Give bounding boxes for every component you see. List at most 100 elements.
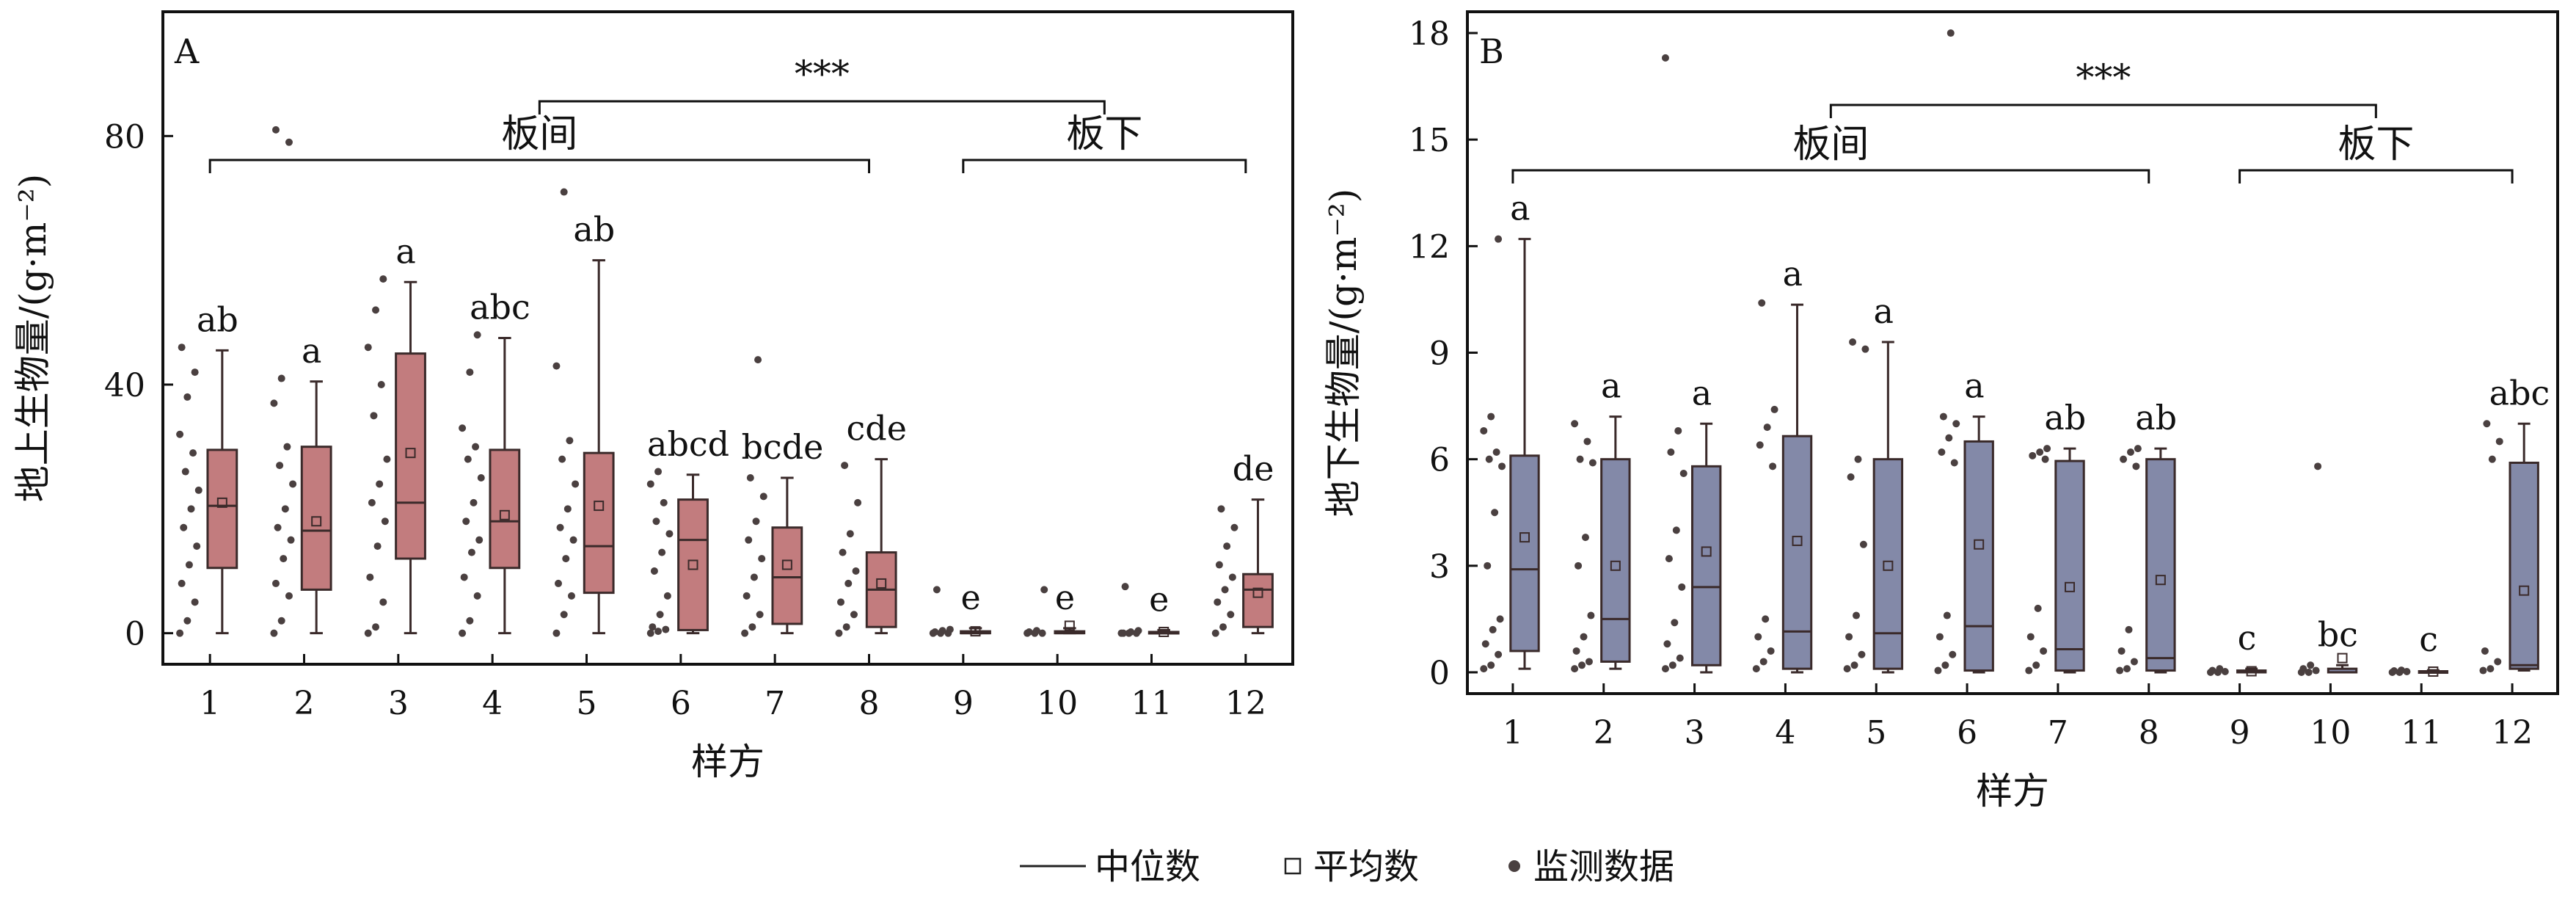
panel-b-data-point-5-5	[1950, 459, 1958, 467]
panel-a-data-point-0-3	[178, 579, 186, 587]
panel-a-data-point-3-8	[477, 474, 485, 481]
panel-a-data-point-2-5	[381, 517, 389, 526]
panel-b-data-point-11-4	[2488, 455, 2496, 463]
panel-a-y-tick-label-0: 0	[125, 616, 145, 653]
panel-b-mean-marker-0	[1519, 532, 1530, 543]
panel-a-data-point-5-10	[660, 498, 668, 506]
panel-b-data-point-2-11	[1661, 54, 1669, 62]
panel-a-letter-label-6: bcde	[741, 427, 823, 467]
panel-b-data-point-6-0	[2025, 666, 2033, 675]
panel-b-significance-label: ***	[2076, 57, 2131, 99]
panel-a-data-point-2-4	[373, 542, 382, 550]
panel-b-data-point-6-8	[2043, 445, 2051, 453]
panel-b-data-point-8-4	[2216, 665, 2224, 673]
panel-a-data-point-11-8	[1230, 523, 1238, 531]
panel-b-data-point-0-11	[1480, 426, 1488, 435]
panel-b-data-point-10-3	[2390, 667, 2398, 675]
panel-b-data-point-7-7	[2126, 448, 2134, 456]
panel-a-data-point-3-5	[475, 536, 484, 544]
panel-a-mean-marker-1	[311, 516, 322, 527]
panel-a-data-point-4-7	[563, 505, 572, 513]
panel-a-data-point-2-7	[376, 480, 384, 488]
panel-a-x-tick-label-5: 6	[671, 685, 691, 722]
panel-a-data-point-1-11	[270, 399, 278, 407]
panel-b-data-point-1-7	[1581, 534, 1589, 542]
panel-b-data-point-6-6	[2029, 451, 2037, 459]
panel-a-data-point-1-1	[277, 617, 285, 625]
panel-b-data-point-7-4	[2125, 625, 2133, 633]
panel-a-letter-label-1: a	[302, 331, 321, 371]
panel-a-data-point-2-1	[372, 623, 380, 631]
panel-a-data-point-3-9	[464, 455, 472, 463]
panel-a-data-point-1-6	[274, 523, 282, 531]
panel-b-data-point-4-5	[1859, 540, 1867, 548]
panel-a-y-axis-label: 地上生物量/(g·m⁻²)	[12, 174, 54, 503]
panel-b-y-tick-label-3: 9	[1429, 335, 1450, 373]
panel-a-x-tick-label-7: 8	[859, 685, 880, 722]
panel-a-group-label-between-panels: 板间	[501, 112, 577, 156]
panel-a-letter-label-3: abc	[470, 288, 530, 327]
panel-b-letter-label-3: a	[1783, 254, 1803, 294]
panel-b-y-tick-label-0: 0	[1429, 655, 1450, 692]
panel-a-data-point-2-13	[379, 275, 387, 283]
panel-a-data-point-1-2	[285, 592, 293, 600]
panel-b-data-point-3-2	[1767, 647, 1775, 655]
panel-b-letter-label-1: a	[1601, 366, 1621, 406]
panel-b-mean-marker-8	[2246, 666, 2257, 677]
panel-b-group-bracket-1	[2239, 169, 2514, 183]
panel-a-data-point-4-2	[567, 592, 575, 600]
panel-a-data-point-0-7	[187, 505, 195, 513]
panel-b-data-point-5-9	[1939, 412, 1947, 421]
panel-a-data-point-6-7	[752, 517, 760, 526]
panel-a-data-point-0-6	[180, 523, 188, 531]
panel-b-data-point-7-5	[2132, 462, 2140, 470]
panel-a-plot-frame	[161, 10, 1294, 666]
panel-b-data-point-9-2	[2312, 666, 2320, 675]
panel-a-box-5	[677, 498, 709, 631]
panel-a-data-point-0-4	[185, 561, 193, 569]
panel-a-data-point-8-6	[933, 586, 941, 594]
panel-a-data-point-1-3	[272, 579, 280, 587]
panel-a-data-point-7-9	[841, 462, 849, 470]
panel-a-mean-marker-2	[405, 448, 416, 459]
panel-a-data-point-0-5	[193, 542, 201, 550]
panel-b-data-point-11-2	[2494, 658, 2502, 666]
panel-b-data-point-7-2	[2130, 658, 2138, 666]
panel-b-data-point-3-8	[1770, 405, 1778, 413]
panel-a-data-point-4-5	[569, 536, 577, 544]
panel-a-mean-marker-4	[594, 501, 605, 512]
panel-a-box-1	[300, 446, 332, 591]
panel-a-data-point-1-14	[272, 126, 280, 134]
panel-a-data-point-11-6	[1215, 561, 1223, 569]
panel-b-data-point-6-4	[2034, 604, 2042, 612]
panel-b-box-6	[2054, 459, 2085, 672]
panel-b-data-point-0-12	[1487, 412, 1495, 421]
panel-a-data-point-9-2	[1038, 629, 1046, 637]
panel-b-data-point-6-7	[2036, 448, 2044, 456]
panel-a-data-point-8-4	[938, 627, 946, 635]
panel-a-data-point-0-1	[183, 617, 191, 625]
panel-b-data-point-4-1	[1850, 661, 1858, 669]
panel-a-data-point-3-6	[462, 517, 470, 526]
panel-a-x-tick-label-10: 11	[1131, 685, 1172, 722]
panel-a-data-point-4-9	[558, 455, 566, 463]
panel-b-data-point-2-7	[1672, 526, 1680, 534]
panel-a-data-point-7-4	[844, 579, 853, 587]
panel-a-data-point-8-5	[946, 625, 954, 633]
panel-b-mean-marker-5	[1974, 539, 1985, 550]
panel-b-data-point-11-0	[2479, 666, 2487, 675]
panel-b-data-point-7-8	[2134, 445, 2142, 453]
panel-a-data-point-3-3	[460, 573, 468, 581]
panel-a-data-point-9-4	[1032, 627, 1040, 635]
panel-b-data-point-0-5	[1496, 615, 1504, 623]
panel-b-data-point-3-1	[1759, 658, 1767, 666]
panel-a-data-point-6-0	[741, 629, 749, 637]
panel-a-data-point-5-11	[646, 480, 654, 488]
panel-b: B 地下生物量/(g·m⁻²) 样方 板间 板下 *** 03691215181…	[1322, 10, 2559, 813]
panel-a-data-point-1-10	[283, 443, 291, 451]
panel-a-mean-marker-3	[499, 509, 510, 520]
panel-a-data-point-8-3	[931, 628, 939, 636]
panel-b-data-point-6-1	[2032, 661, 2040, 669]
panel-b-data-point-10-4	[2398, 666, 2406, 675]
panel-a-data-point-1-7	[281, 505, 289, 513]
